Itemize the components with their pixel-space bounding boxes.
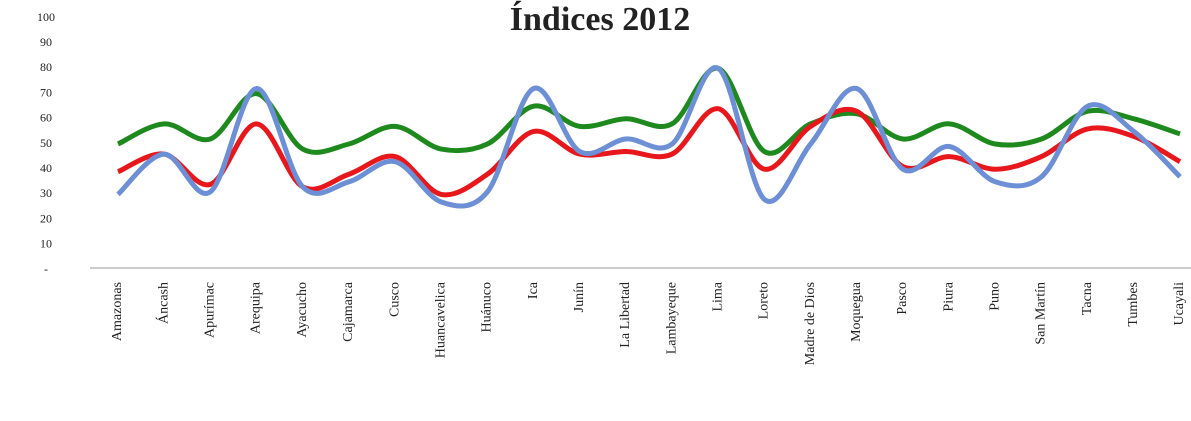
x-tick-label: Ica	[526, 281, 541, 299]
x-tick-label: Ayacucho	[295, 282, 310, 337]
x-tick-label: Lambayeque	[664, 282, 679, 354]
x-tick-label: Tacna	[1080, 281, 1095, 315]
x-tick-label: Piura	[941, 281, 956, 311]
series-line	[116, 65, 1181, 156]
x-tick-label: Ucayali	[1172, 282, 1187, 326]
x-tick-label: Amazonas	[110, 282, 125, 341]
x-tick-label: Apurímac	[203, 282, 218, 338]
series-line	[116, 65, 1182, 209]
x-tick-label: Moquegua	[849, 281, 864, 342]
x-tick-label: Cajamarca	[341, 281, 356, 342]
x-tick-label: Junín	[572, 282, 587, 312]
x-tick-label: Loreto	[757, 282, 772, 319]
y-tick-label: 30	[40, 186, 52, 200]
x-tick-label: Áncash	[154, 282, 171, 324]
x-tick-label: Arequipa	[249, 281, 264, 334]
x-tick-label: Huancavelica	[433, 281, 448, 358]
y-tick-label: 90	[40, 35, 52, 49]
x-tick-label: Lima	[710, 281, 725, 311]
x-tick-label: Cusco	[387, 282, 402, 317]
y-tick-label: -	[44, 262, 48, 276]
y-tick-label: 20	[40, 211, 52, 225]
y-tick-label: 80	[40, 60, 52, 74]
series-line	[116, 106, 1182, 198]
y-tick-label: 50	[40, 136, 52, 150]
x-tick-label: Tumbes	[1126, 282, 1141, 327]
chart-title: Índices 2012	[510, 1, 690, 38]
y-tick-label: 70	[40, 85, 52, 99]
x-tick-label: Huánuco	[480, 282, 495, 333]
x-tick-label: Pasco	[895, 282, 910, 315]
x-tick-label: Puno	[988, 282, 1003, 311]
x-tick-label: La Libertad	[618, 282, 633, 348]
y-tick-label: 100	[37, 10, 55, 24]
y-tick-label: 10	[40, 237, 52, 251]
x-tick-label: Madre de Dios	[803, 282, 818, 365]
y-tick-label: 40	[40, 161, 52, 175]
y-tick-label: 60	[40, 111, 52, 125]
x-tick-label: San Martín	[1034, 282, 1049, 345]
